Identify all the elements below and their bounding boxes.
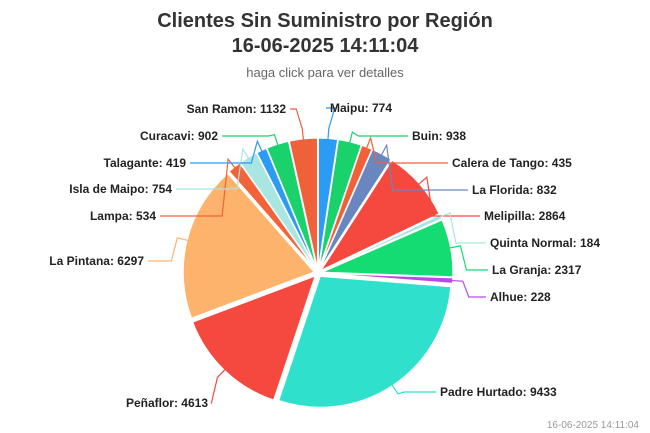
footer-timestamp: 16-06-2025 14:11:04 [547, 420, 640, 431]
data-label-isla-de-maipo[interactable]: Isla de Maipo: 754 [69, 182, 172, 196]
data-label-la-florida[interactable]: La Florida: 832 [472, 183, 557, 197]
data-label-penaflor[interactable]: Peñaflor: 4613 [126, 396, 208, 410]
data-label-buin[interactable]: Buin: 938 [412, 129, 466, 143]
data-label-curacavi[interactable]: Curacavi: 902 [140, 129, 218, 143]
chart-title-timestamp: 16-06-2025 14:11:04 [232, 35, 420, 57]
leader-line-isla-de-maipo [176, 147, 252, 190]
leader-line-lampa [160, 157, 239, 217]
data-label-padre-hurtado[interactable]: Padre Hurtado: 9433 [440, 385, 557, 399]
pie-slices [182, 137, 454, 408]
leader-line-melipilla [414, 175, 480, 217]
data-label-quinta-normal[interactable]: Quinta Normal: 184 [490, 236, 600, 250]
chart-subtitle: haga click para ver detalles [246, 65, 404, 80]
leader-line-la-florida [378, 143, 468, 191]
data-label-melipilla[interactable]: Melipilla: 2864 [484, 209, 566, 223]
leader-line-penaflor [210, 365, 229, 404]
leader-line-san-ramon [290, 108, 305, 145]
leader-lines [148, 107, 488, 404]
leader-line-maipu [326, 107, 336, 145]
data-label-la-pintana[interactable]: La Pintana: 6297 [49, 254, 144, 268]
data-label-san-ramon[interactable]: San Ramon: 1132 [187, 102, 287, 116]
data-label-maipu[interactable]: Maipu: 774 [330, 101, 392, 115]
leader-line-curacavi [222, 133, 280, 151]
data-label-la-granja[interactable]: La Granja: 2317 [492, 263, 582, 277]
data-label-alhue[interactable]: Alhue: 228 [490, 290, 551, 304]
chart-title: Clientes Sin Suministro por Región [157, 10, 493, 32]
leader-line-calera-de-tango [364, 135, 448, 164]
leader-line-la-granja [444, 245, 488, 271]
data-label-lampa[interactable]: Lampa: 534 [90, 209, 156, 223]
leader-line-padre-hurtado [388, 380, 436, 395]
leader-line-alhue [446, 279, 486, 298]
data-label-calera-de-tango[interactable]: Calera de Tango: 435 [452, 156, 572, 170]
slice-labels: Maipu: 774 Buin: 938 Calera de Tango: 435 L… [49, 101, 600, 410]
leader-line-buin [347, 131, 408, 148]
leader-line-la-pintana [148, 237, 194, 262]
data-label-talagante[interactable]: Talagante: 419 [104, 156, 187, 170]
leader-line-talagante [190, 139, 265, 164]
leader-line-quinta-normal [435, 211, 486, 244]
